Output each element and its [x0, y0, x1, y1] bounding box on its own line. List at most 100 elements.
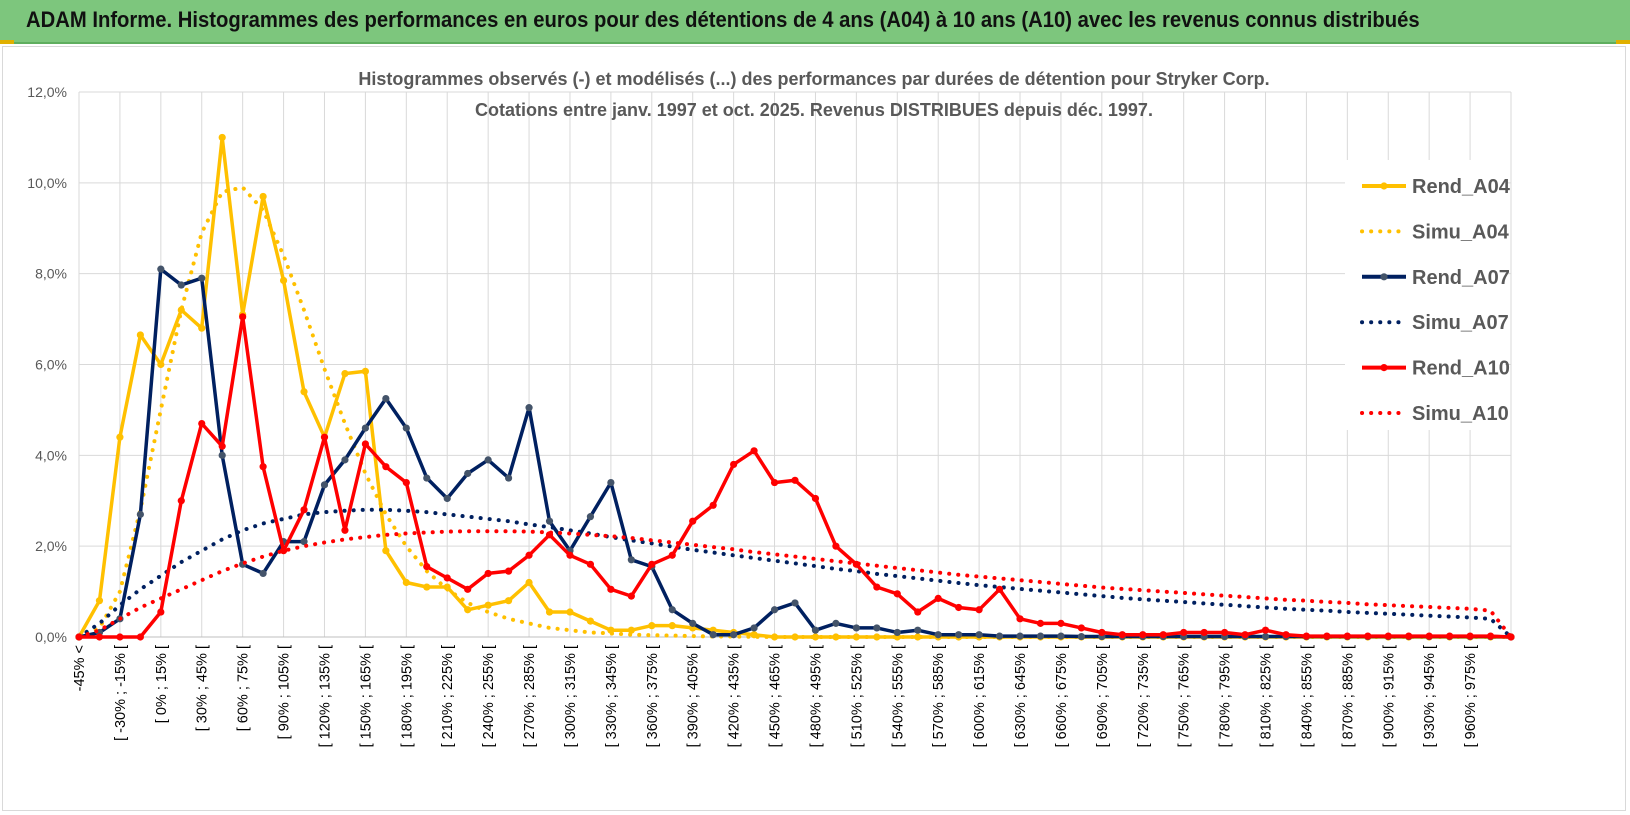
- y-tick-label: 0,0%: [35, 629, 67, 645]
- data-point: [1139, 631, 1147, 639]
- data-point: [116, 633, 124, 641]
- data-point: [300, 538, 308, 546]
- data-point: [955, 603, 963, 612]
- legend-label-simu-a04: Simu_A04: [1412, 221, 1510, 243]
- x-tick-label: [ 30% ; 45% [: [195, 645, 211, 731]
- x-tick-label: [ 450% ; 465% [: [768, 645, 784, 747]
- data-point: [955, 631, 963, 639]
- y-tick-label: 6,0%: [35, 357, 67, 373]
- data-point: [259, 569, 267, 578]
- data-point: [791, 476, 799, 484]
- legend-label-simu-a10: Simu_A10: [1412, 403, 1509, 425]
- data-point: [1261, 632, 1270, 641]
- data-point: [525, 551, 533, 559]
- data-point: [1323, 632, 1331, 640]
- header-accent-right: [1616, 40, 1630, 44]
- data-point: [893, 628, 901, 637]
- data-point: [811, 626, 820, 634]
- data-point: [1036, 632, 1045, 640]
- x-tick-label: [ 630% ; 645% [: [1013, 645, 1029, 747]
- data-point: [627, 556, 635, 564]
- y-tick-label: 8,0%: [35, 266, 67, 282]
- data-point: [320, 433, 329, 441]
- legend-label-rend-a04: Rend_A04: [1412, 176, 1511, 198]
- data-point: [505, 567, 513, 575]
- data-point: [750, 624, 758, 632]
- data-point: [832, 619, 840, 627]
- data-point: [1343, 632, 1351, 640]
- series-line-rend-a07: [78, 267, 1512, 639]
- data-point: [443, 574, 451, 582]
- data-point: [1384, 632, 1392, 640]
- x-tick-label: [ 900% ; 915% [: [1381, 645, 1397, 747]
- chart-title: Histogrammes observés (-) et modélisés (…: [358, 69, 1269, 89]
- x-tick-label: [ 240% ; 255% [: [481, 645, 497, 747]
- data-point: [259, 192, 267, 201]
- data-point: [1466, 632, 1474, 640]
- x-tick-label: [ 750% ; 765% [: [1177, 645, 1193, 747]
- data-point: [464, 585, 472, 593]
- data-point: [750, 447, 758, 455]
- x-tick-label: [ 570% ; 585% [: [931, 645, 947, 747]
- data-point: [505, 474, 513, 482]
- legend-label-rend-a10: Rend_A10: [1412, 358, 1510, 380]
- series-simu-a07: [77, 507, 1513, 639]
- data-point: [382, 547, 390, 555]
- data-point: [300, 388, 308, 396]
- data-point: [423, 474, 431, 482]
- data-point: [423, 563, 431, 571]
- data-point: [136, 510, 144, 518]
- data-point: [157, 360, 165, 369]
- data-point: [320, 481, 329, 489]
- data-point: [443, 494, 451, 503]
- legend-marker-rend-a10: [1380, 364, 1388, 372]
- legend-marker-rend-a07: [1380, 273, 1388, 281]
- data-point: [341, 456, 349, 464]
- data-point: [1098, 628, 1106, 637]
- chart-subtitle: Cotations entre janv. 1997 et oct. 2025.…: [475, 100, 1153, 120]
- data-point: [484, 456, 492, 464]
- data-point: [607, 585, 615, 593]
- data-point: [914, 626, 922, 634]
- data-point: [586, 617, 595, 625]
- data-point: [157, 608, 165, 616]
- header-accent-left: [0, 40, 14, 44]
- data-point: [341, 369, 349, 378]
- x-tick-label: [ 210% ; 225% [: [440, 645, 456, 747]
- data-point: [1057, 619, 1065, 627]
- data-point: [873, 624, 881, 632]
- x-tick-label: [ 480% ; 495% [: [808, 645, 824, 747]
- x-tick-label: [ -30% ; -15% [: [113, 645, 129, 741]
- data-point: [361, 424, 369, 432]
- data-point: [566, 608, 574, 616]
- data-point: [1405, 632, 1413, 640]
- data-point: [586, 513, 595, 521]
- data-point: [95, 633, 104, 641]
- data-point: [279, 276, 288, 285]
- y-tick-label: 12,0%: [27, 84, 67, 100]
- y-tick-label: 4,0%: [35, 447, 67, 463]
- x-tick-label: [ 360% ; 375% [: [645, 645, 661, 747]
- data-point: [402, 424, 410, 432]
- data-point: [300, 506, 308, 514]
- data-point: [198, 274, 206, 282]
- data-point: [1057, 632, 1065, 640]
- x-tick-label: -45% <: [72, 645, 88, 691]
- data-point: [975, 631, 983, 639]
- data-point: [423, 583, 431, 591]
- x-tick-label: [ 600% ; 615% [: [972, 645, 988, 747]
- data-point: [607, 478, 615, 487]
- x-tick-label: [ 840% ; 855% [: [1299, 645, 1315, 747]
- report-header: ADAM Informe. Histogrammes des performan…: [0, 0, 1630, 44]
- series-simu-a04: [77, 185, 1513, 639]
- y-tick-label: 2,0%: [35, 538, 67, 554]
- legend-label-simu-a07: Simu_A07: [1412, 312, 1509, 334]
- data-point: [934, 631, 942, 639]
- data-point: [1118, 631, 1126, 639]
- data-point: [668, 606, 676, 614]
- x-tick-label: [ 420% ; 435% [: [727, 645, 743, 747]
- x-tick-label: [ 720% ; 735% [: [1136, 645, 1152, 747]
- series-layer: [75, 133, 1515, 641]
- data-point: [852, 624, 860, 632]
- data-point: [525, 404, 533, 412]
